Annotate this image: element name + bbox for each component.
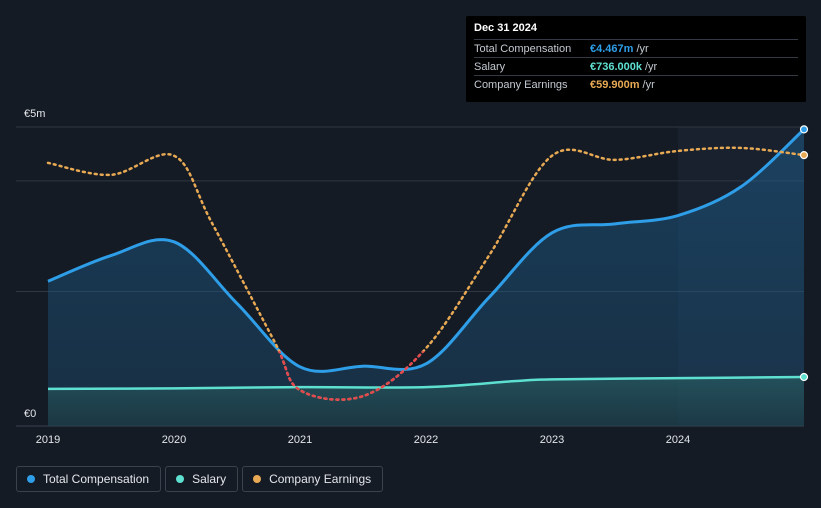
salary-line [47, 375, 805, 391]
tooltip-unit: /yr [645, 60, 658, 73]
x-tick-label: 2021 [288, 434, 312, 446]
legend-label: Salary [192, 472, 227, 486]
tooltip-label: Total Compensation [474, 42, 572, 55]
legend-dot-icon [253, 475, 262, 483]
tooltip-row-total-compensation: Total Compensation €4.467m /yr [474, 39, 798, 57]
y-tick-label-bottom: €0 [24, 408, 37, 420]
total-compensation-marker [799, 125, 809, 134]
legend-label: Total Compensation [43, 472, 150, 486]
x-tick-label: 2023 [540, 434, 564, 446]
tooltip-value: €736.000k [590, 60, 642, 73]
legend-item-total-compensation[interactable]: Total Compensation [16, 466, 162, 492]
tooltip: Dec 31 2024 Total Compensation €4.467m /… [466, 16, 806, 102]
x-tick-label: 2024 [666, 434, 690, 446]
legend-dot-icon [176, 475, 185, 483]
total-compensation-line [47, 128, 806, 373]
tooltip-value: €59.900m [590, 78, 640, 91]
tooltip-unit: /yr [636, 42, 649, 55]
legend-item-company-earnings[interactable]: Company Earnings [242, 466, 384, 492]
legend-label: Company Earnings [269, 472, 372, 486]
legend: Total Compensation Salary Company Earnin… [16, 466, 384, 492]
legend-dot-icon [27, 475, 35, 483]
company-earnings-negative-line [277, 351, 425, 401]
legend-item-salary[interactable]: Salary [165, 466, 239, 492]
tooltip-value: €4.467m [590, 42, 634, 55]
company-earnings-marker [799, 151, 809, 160]
salary-marker [799, 372, 809, 382]
tooltip-date: Dec 31 2024 [474, 22, 537, 34]
tooltip-row-salary: Salary €736.000k /yr [474, 57, 798, 75]
x-tick-label: 2022 [414, 434, 438, 446]
tooltip-row-company-earnings: Company Earnings €59.900m /yr [474, 75, 798, 93]
y-tick-label-top: €5m [24, 108, 46, 120]
salary-area [48, 376, 804, 426]
tooltip-unit: /yr [642, 78, 655, 91]
x-tick-label: 2019 [36, 434, 60, 446]
tooltip-label: Company Earnings [474, 78, 568, 91]
x-tick-label: 2020 [162, 434, 186, 446]
total-compensation-area [48, 129, 804, 426]
tooltip-label: Salary [474, 60, 506, 73]
